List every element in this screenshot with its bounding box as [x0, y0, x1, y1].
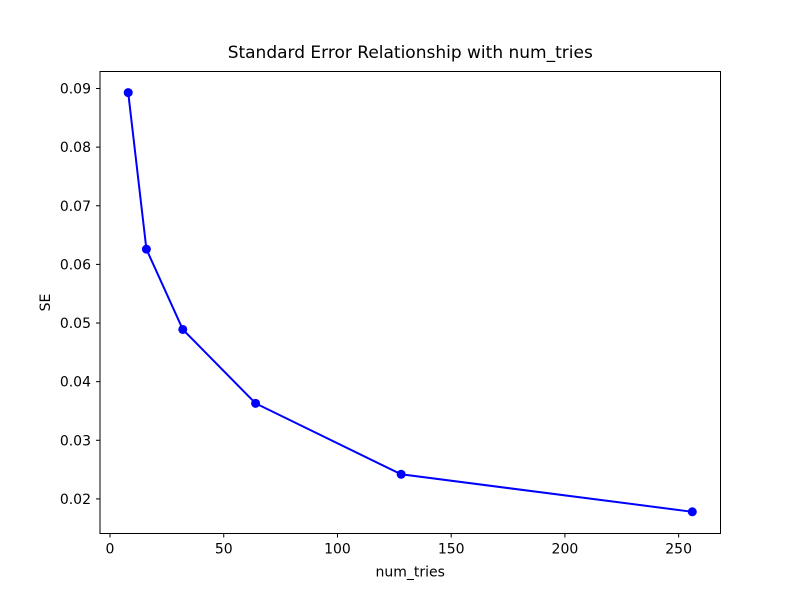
y-axis: 0.02 0.03 0.04 0.05 0.06 0.07 0.08 0.09 [60, 82, 100, 508]
y-tick-label: 0.04 [60, 375, 91, 391]
y-tick-label: 0.02 [60, 492, 91, 508]
data-point [251, 398, 261, 408]
y-tick-label: 0.09 [60, 82, 91, 98]
x-tick-label: 50 [215, 542, 233, 558]
y-axis-label: SE [38, 294, 54, 312]
series-line [127, 92, 693, 513]
data-point [123, 88, 133, 98]
data-point [178, 324, 188, 334]
y-tick-label: 0.07 [60, 199, 91, 215]
plot-area [99, 71, 721, 534]
series-markers [123, 88, 697, 517]
x-axis-label: num_tries [376, 565, 445, 581]
y-tick-label: 0.08 [60, 140, 91, 156]
y-tick-label: 0.03 [60, 433, 91, 449]
data-point [396, 469, 406, 479]
x-tick-label: 150 [438, 542, 465, 558]
y-tick-label: 0.06 [60, 257, 91, 273]
chart-title: Standard Error Relationship with num_tri… [228, 43, 593, 63]
x-axis: 0 50 100 150 200 250 [106, 533, 692, 558]
x-tick-label: 250 [665, 542, 692, 558]
data-point [687, 507, 697, 517]
data-point [141, 244, 151, 254]
y-tick-label: 0.05 [60, 316, 91, 332]
x-tick-label: 0 [106, 542, 115, 558]
x-tick-label: 100 [324, 542, 351, 558]
x-tick-label: 200 [552, 542, 579, 558]
